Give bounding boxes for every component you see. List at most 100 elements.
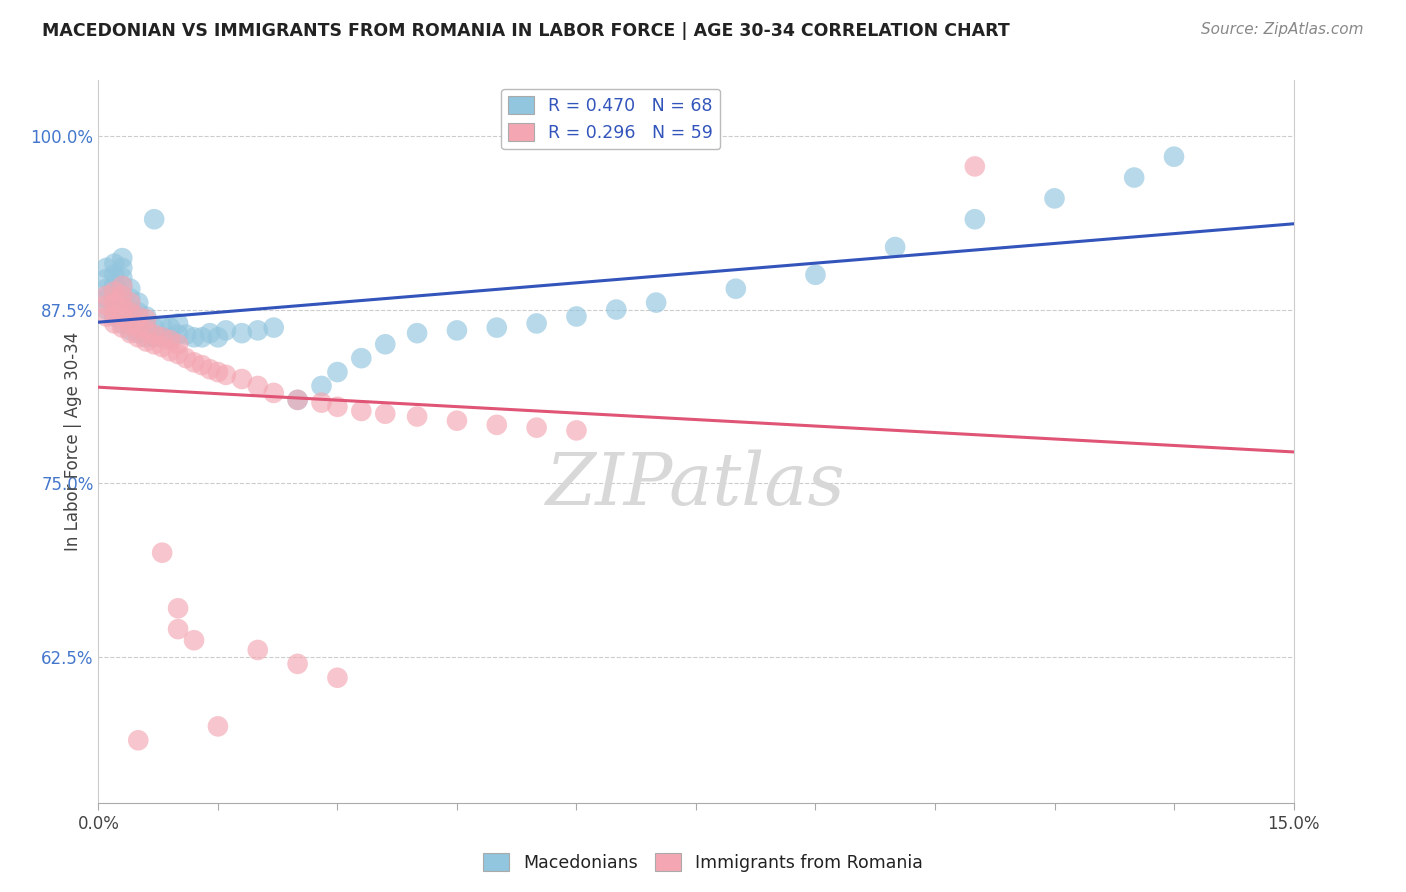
Point <box>263 385 285 400</box>
Point <box>111 270 134 285</box>
Point <box>565 310 588 324</box>
Point <box>963 212 986 227</box>
Point <box>96 310 118 324</box>
Point <box>167 327 190 342</box>
Point <box>111 279 134 293</box>
Point <box>103 310 125 324</box>
Point <box>159 344 181 359</box>
Point <box>526 317 548 331</box>
Point <box>167 337 190 351</box>
Point <box>120 323 142 337</box>
Legend: Macedonians, Immigrants from Romania: Macedonians, Immigrants from Romania <box>477 847 929 879</box>
Point <box>446 323 468 337</box>
Point <box>150 546 173 560</box>
Point <box>605 302 627 317</box>
Point <box>287 392 309 407</box>
Point <box>326 671 349 685</box>
Point <box>406 409 429 424</box>
Point <box>103 268 125 282</box>
Point <box>96 288 118 302</box>
Point <box>1163 150 1185 164</box>
Point <box>1123 170 1146 185</box>
Text: ZIPatlas: ZIPatlas <box>546 450 846 520</box>
Point <box>143 327 166 342</box>
Point <box>120 312 142 326</box>
Point <box>96 298 118 312</box>
Point <box>103 277 125 292</box>
Point <box>143 212 166 227</box>
Point <box>103 295 125 310</box>
Point <box>135 323 157 337</box>
Point <box>159 320 181 334</box>
Point <box>884 240 907 254</box>
Legend: R = 0.470   N = 68, R = 0.296   N = 59: R = 0.470 N = 68, R = 0.296 N = 59 <box>502 89 720 149</box>
Point <box>191 358 214 372</box>
Point <box>96 292 118 306</box>
Point <box>231 326 253 341</box>
Point <box>127 295 149 310</box>
Point <box>311 395 333 409</box>
Point <box>406 326 429 341</box>
Point <box>350 404 373 418</box>
Point <box>485 417 508 432</box>
Point <box>183 355 205 369</box>
Point <box>326 400 349 414</box>
Point <box>143 337 166 351</box>
Point <box>198 326 221 341</box>
Point <box>326 365 349 379</box>
Point <box>150 319 173 334</box>
Point <box>143 330 166 344</box>
Point <box>111 307 134 321</box>
Point <box>645 295 668 310</box>
Y-axis label: In Labor Force | Age 30-34: In Labor Force | Age 30-34 <box>63 332 82 551</box>
Point <box>120 302 142 317</box>
Point <box>231 372 253 386</box>
Point <box>111 317 134 331</box>
Point <box>963 160 986 174</box>
Point <box>215 368 238 382</box>
Point <box>120 282 142 296</box>
Point <box>150 330 173 344</box>
Point <box>207 330 229 344</box>
Point <box>207 719 229 733</box>
Point <box>374 337 396 351</box>
Point <box>350 351 373 366</box>
Point <box>167 601 190 615</box>
Point <box>287 657 309 671</box>
Point <box>174 351 197 366</box>
Point <box>287 392 309 407</box>
Point <box>111 300 134 314</box>
Point <box>174 327 197 342</box>
Point <box>127 310 149 324</box>
Point <box>127 326 149 341</box>
Point <box>135 320 157 334</box>
Point <box>167 347 190 361</box>
Point <box>207 365 229 379</box>
Point <box>246 643 269 657</box>
Point <box>1043 191 1066 205</box>
Point <box>150 340 173 354</box>
Point <box>96 282 118 296</box>
Point <box>565 424 588 438</box>
Point <box>103 298 125 312</box>
Point <box>159 333 181 347</box>
Point <box>127 315 149 329</box>
Point <box>198 362 221 376</box>
Point <box>446 414 468 428</box>
Point <box>120 292 142 306</box>
Point <box>96 260 118 275</box>
Point <box>135 330 157 344</box>
Point <box>246 379 269 393</box>
Point <box>135 312 157 326</box>
Point <box>120 326 142 341</box>
Point <box>127 733 149 747</box>
Point <box>103 288 125 302</box>
Point <box>191 330 214 344</box>
Point <box>246 323 269 337</box>
Point <box>724 282 747 296</box>
Point <box>111 279 134 293</box>
Point <box>263 320 285 334</box>
Point <box>111 310 134 324</box>
Point <box>103 307 125 321</box>
Point <box>485 320 508 334</box>
